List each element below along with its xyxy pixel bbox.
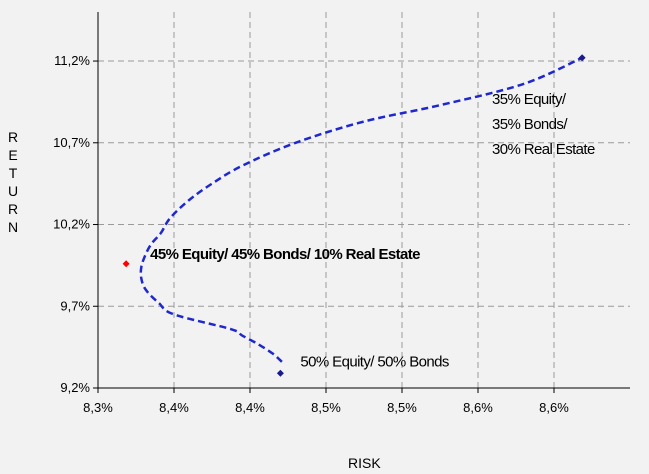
portfolio-marker [578,54,586,62]
y-tick-label: 10,2% [53,217,90,232]
portfolio-marker [122,260,130,268]
y-axis-label-letter: T [8,165,18,181]
x-tick-label: 8,4% [235,400,265,415]
x-axis-label: RISK [348,455,381,471]
annotation-35-35-30-line: 35% Equity/ [492,91,567,108]
annotation-50-50: 50% Equity/ 50% Bonds [300,353,448,370]
x-tick-label: 8,5% [311,400,341,415]
y-axis-label-letter: U [7,183,19,199]
y-tick-label: 11,2% [54,53,90,68]
y-axis-label-letter: N [7,219,19,235]
y-axis-label-letter: R [7,201,19,217]
y-axis-label-letter: E [8,147,18,163]
annotation-35-35-30-line: 35% Bonds/ [492,116,568,133]
annotation-35-35-30-line: 30% Real Estate [492,141,595,158]
annotation-45-45-10: 45% Equity/ 45% Bonds/ 10% Real Estate [150,246,420,263]
x-tick-label: 8,3% [83,400,113,415]
efficient-frontier-line [139,56,583,363]
y-tick-label: 10,7% [53,135,90,150]
y-tick-label: 9,2% [60,380,90,395]
y-axis-label-letter: R [7,129,19,145]
x-tick-label: 8,6% [539,400,569,415]
x-tick-label: 8,6% [463,400,493,415]
y-tick-label: 9,7% [60,298,90,313]
x-tick-label: 8,5% [387,400,417,415]
x-tick-label: 8,4% [159,400,189,415]
portfolio-marker [276,369,284,377]
